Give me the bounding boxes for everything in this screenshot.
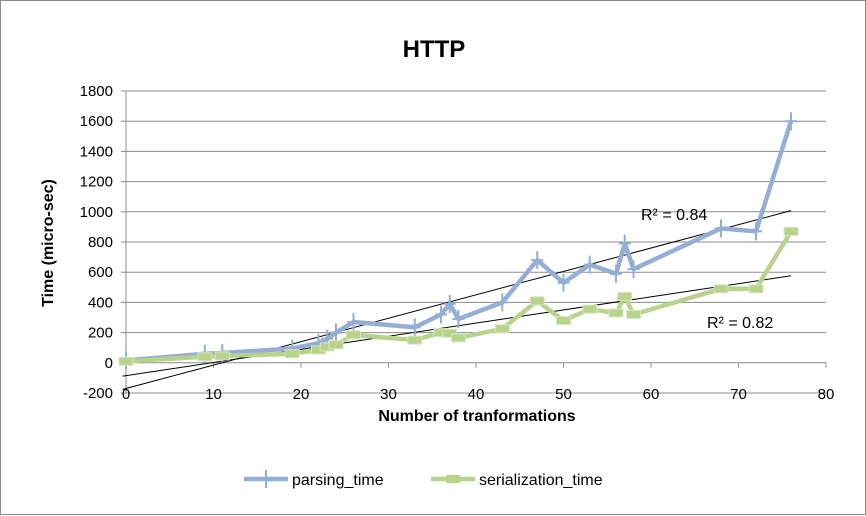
legend: parsing_time serialization_time	[244, 470, 603, 489]
series-line-parsing_time	[125, 120, 794, 363]
data-point-parsing_time	[583, 255, 596, 274]
data-point-serialization_time	[626, 309, 641, 319]
legend-marker-parsing_time	[260, 470, 272, 488]
data-point-serialization_time	[582, 304, 598, 314]
x-tick-label: 40	[468, 386, 485, 403]
y-tick-label: 1400	[80, 143, 113, 160]
y-tick-label: 1600	[80, 113, 113, 130]
data-point-serialization_time	[556, 316, 571, 326]
data-point-serialization_time	[118, 356, 134, 366]
data-point-serialization_time	[617, 291, 633, 301]
data-point-parsing_time	[347, 313, 360, 332]
data-point-serialization_time	[529, 296, 545, 306]
axes-layer: -200 0 200 400 600 800 1000 1200 1400 1600 1800 0 10…	[80, 83, 835, 403]
data-point-serialization_time	[346, 330, 361, 340]
y-axis-title: Time (micro-sec)	[40, 179, 57, 307]
data-point-parsing_time	[443, 294, 456, 313]
data-point-serialization_time	[748, 284, 764, 294]
x-tick-label: 10	[205, 386, 222, 403]
data-point-parsing_time	[785, 112, 797, 131]
y-tick-label: 1800	[80, 83, 113, 100]
data-point-parsing_time	[408, 318, 421, 337]
data-point-parsing_time	[750, 222, 762, 241]
grid-layer	[126, 90, 826, 394]
data-point-serialization_time	[197, 352, 213, 362]
legend-label-serialization_time: serialization_time	[479, 472, 603, 489]
x-tick-label: 70	[730, 386, 747, 403]
x-tick-label: 30	[380, 386, 397, 403]
x-tick-label: 60	[643, 386, 660, 403]
r-squared-label-parsing_time: R² = 0.84	[641, 207, 707, 224]
x-tick-label: 0	[122, 386, 130, 403]
y-tick-label: 1200	[80, 174, 113, 191]
y-tick-label: 800	[88, 234, 113, 251]
y-tick-label: 400	[88, 294, 113, 311]
data-point-serialization_time	[284, 349, 300, 359]
data-point-parsing_time	[627, 260, 640, 279]
legend-label-parsing_time: parsing_time	[292, 472, 384, 489]
y-tick-label: 0	[105, 355, 113, 372]
data-point-serialization_time	[407, 335, 423, 345]
data-point-serialization_time	[494, 324, 510, 334]
chart-title: HTTP	[403, 36, 466, 63]
y-tick-label: 600	[88, 264, 113, 281]
data-point-serialization_time	[451, 333, 466, 343]
data-point-parsing_time	[452, 310, 465, 329]
data-point-serialization_time	[713, 284, 729, 294]
y-tick-label: -200	[83, 385, 113, 402]
x-tick-label: 80	[818, 386, 835, 403]
data-point-serialization_time	[214, 351, 230, 361]
data-point-parsing_time	[496, 293, 509, 312]
x-tick-label: 50	[555, 386, 572, 403]
data-point-parsing_time	[435, 305, 447, 324]
trendline-layer: R² = 0.84 R² = 0.82	[122, 207, 792, 390]
data-point-serialization_time	[442, 328, 458, 338]
data-point-parsing_time	[531, 251, 544, 270]
x-tick-label: 20	[293, 386, 310, 403]
y-tick-label: 1000	[80, 204, 113, 221]
legend-marker-serialization_time	[446, 475, 460, 483]
data-point-parsing_time	[618, 234, 631, 253]
trendline-serialization_time	[122, 275, 792, 377]
data-point-parsing_time	[715, 219, 727, 238]
data-point-parsing_time	[330, 323, 342, 342]
y-tick-label: 200	[88, 325, 113, 342]
series-layer	[118, 112, 799, 370]
r-squared-label-serialization_time: R² = 0.82	[707, 315, 773, 332]
data-point-serialization_time	[608, 308, 624, 318]
data-point-parsing_time	[610, 264, 622, 283]
data-point-parsing_time	[557, 273, 570, 292]
data-point-serialization_time	[783, 226, 799, 236]
data-point-serialization_time	[328, 340, 344, 350]
x-axis-title: Number of tranformations	[378, 408, 575, 425]
